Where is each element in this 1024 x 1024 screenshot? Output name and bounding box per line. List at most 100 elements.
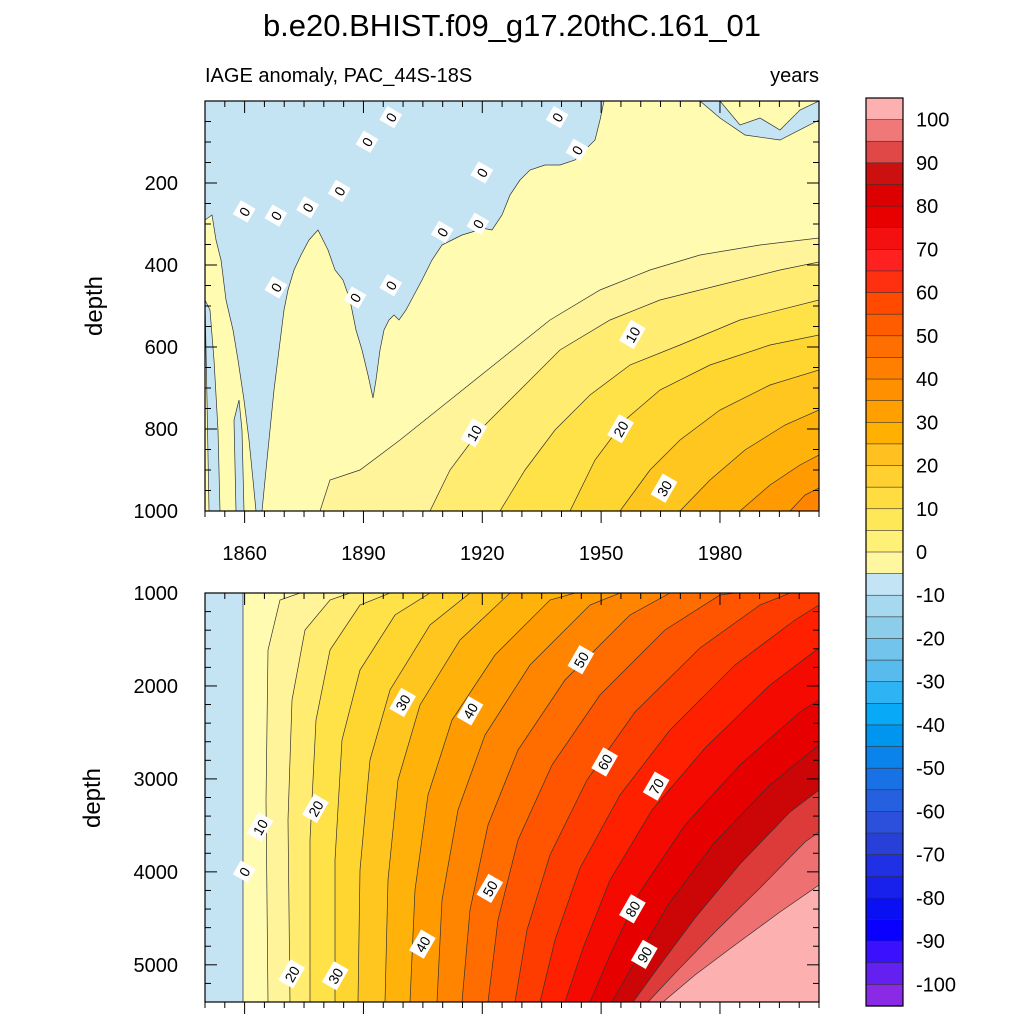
colorbar-swatch <box>865 724 904 748</box>
colorbar-swatch <box>865 335 904 359</box>
upper-band-40 <box>789 487 819 511</box>
contour-label: 40 <box>456 696 484 726</box>
contour-label: 10 <box>246 812 274 842</box>
colorbar-swatch <box>865 443 904 467</box>
contour-label: 30 <box>321 961 349 991</box>
colorbar-swatch <box>865 703 904 726</box>
colorbar-swatch <box>865 875 904 899</box>
lower-contour-labels: 0 10 20 20 30 30 40 40 50 50 60 70 80 90 <box>232 645 670 991</box>
contour-label: 50 <box>476 873 504 903</box>
colorbar-swatch <box>865 184 904 207</box>
contour-label: 0 <box>430 220 454 244</box>
contour-label-text: 50 <box>570 649 592 671</box>
contour-label-box <box>409 929 436 959</box>
contour-label-box <box>379 274 403 297</box>
contour-label-box <box>278 959 306 989</box>
contour-label-box <box>246 812 274 842</box>
colorbar-label: -90 <box>916 931 945 953</box>
colorbar-swatch <box>865 789 904 813</box>
colorbar-swatch <box>865 573 904 596</box>
contour-label-text: 30 <box>392 692 414 714</box>
colorbar-label: 30 <box>916 412 938 434</box>
contour-label-box <box>232 200 256 223</box>
colorbar-swatch <box>865 811 904 834</box>
lower-y-tick-label: 3000 <box>134 769 179 791</box>
contour-label: 20 <box>278 959 306 989</box>
contour-label-box <box>264 276 288 299</box>
colorbar-swatch <box>865 162 904 186</box>
colorbar-swatch <box>865 119 904 142</box>
upper-plot-area <box>205 101 819 511</box>
colorbar-label: -10 <box>916 585 945 607</box>
colorbar-swatch <box>865 486 904 510</box>
colorbar-swatch <box>865 465 904 488</box>
contour-label-box <box>567 645 595 675</box>
contour-label: 0 <box>264 276 288 299</box>
contour-label: 80 <box>619 894 646 924</box>
colorbar-swatch <box>865 508 904 531</box>
contour-label-box <box>630 939 658 969</box>
contour-label: 0 <box>232 860 256 883</box>
colorbar-label: 100 <box>916 110 949 132</box>
upper-y-axis-title: depth <box>81 276 108 336</box>
upper-x-tick-label: 1860 <box>222 543 267 565</box>
upper-y-tick-label: 200 <box>145 173 178 195</box>
lower-y-tick-label: 2000 <box>134 676 179 698</box>
upper-negative-sliver-right <box>699 101 819 141</box>
upper-negative-sliver-left <box>205 299 221 511</box>
colorbar-swatch <box>865 227 904 250</box>
contour-label-box <box>470 161 494 184</box>
contour-label-box <box>466 212 490 235</box>
contour-label: 0 <box>264 204 288 227</box>
colorbar-swatch <box>865 140 904 164</box>
colorbar: 1009080706050403020100-10-20-30-40-50-60… <box>865 97 956 1007</box>
colorbar-label: -50 <box>916 758 945 780</box>
contour-label: 20 <box>607 414 634 444</box>
contour-label-text: 40 <box>460 700 482 722</box>
contour-label-box <box>565 138 589 162</box>
contour-label: 0 <box>466 212 490 235</box>
colorbar-label: -60 <box>916 801 945 823</box>
colorbar-swatch <box>865 270 904 294</box>
upper-right-label: years <box>770 65 819 87</box>
contour-label-box <box>232 860 256 883</box>
contour-label: 0 <box>379 274 403 297</box>
contour-label-box <box>321 961 349 991</box>
contour-label: 0 <box>232 200 256 223</box>
colorbar-swatch <box>865 940 904 964</box>
colorbar-swatch <box>865 97 904 121</box>
upper-negative-sliver-mid <box>233 399 245 511</box>
upper-x-tick-label: 1980 <box>698 543 743 565</box>
contour-label-box <box>619 894 646 924</box>
colorbar-swatch <box>865 400 904 423</box>
upper-x-tick-label: 1920 <box>460 543 505 565</box>
contour-label-box <box>591 747 619 777</box>
colorbar-swatch <box>865 832 904 856</box>
contour-label-box <box>650 473 678 503</box>
contour-label-box <box>430 220 454 244</box>
contour-label: 60 <box>591 747 619 777</box>
colorbar-swatch <box>865 292 904 315</box>
contour-label-box <box>389 687 416 718</box>
contour-label-box <box>642 771 670 801</box>
chart-title: b.e20.BHIST.f09_g17.20thC.161_01 <box>263 8 761 43</box>
contour-label-box <box>296 196 319 219</box>
upper-left-label: IAGE anomaly, PAC_44S-18S <box>205 65 472 87</box>
contour-label-text: 50 <box>479 878 501 900</box>
contour-label-box <box>607 414 634 444</box>
contour-label-text: 20 <box>305 798 327 820</box>
colorbar-label: -30 <box>916 672 945 694</box>
contour-label-text: 30 <box>325 965 347 987</box>
contour-label-box <box>476 873 504 903</box>
colorbar-swatch <box>865 616 904 640</box>
lower-band-100 <box>662 884 819 1002</box>
contour-label-text: 20 <box>610 418 632 440</box>
colorbar-label: 90 <box>916 153 938 175</box>
colorbar-swatch <box>865 659 904 683</box>
contour-label-box <box>545 105 569 129</box>
lower-y-tick-label: 5000 <box>134 955 179 977</box>
colorbar-label: 60 <box>916 283 938 305</box>
colorbar-label: 20 <box>916 456 938 478</box>
contour-label-text: 10 <box>464 422 486 444</box>
